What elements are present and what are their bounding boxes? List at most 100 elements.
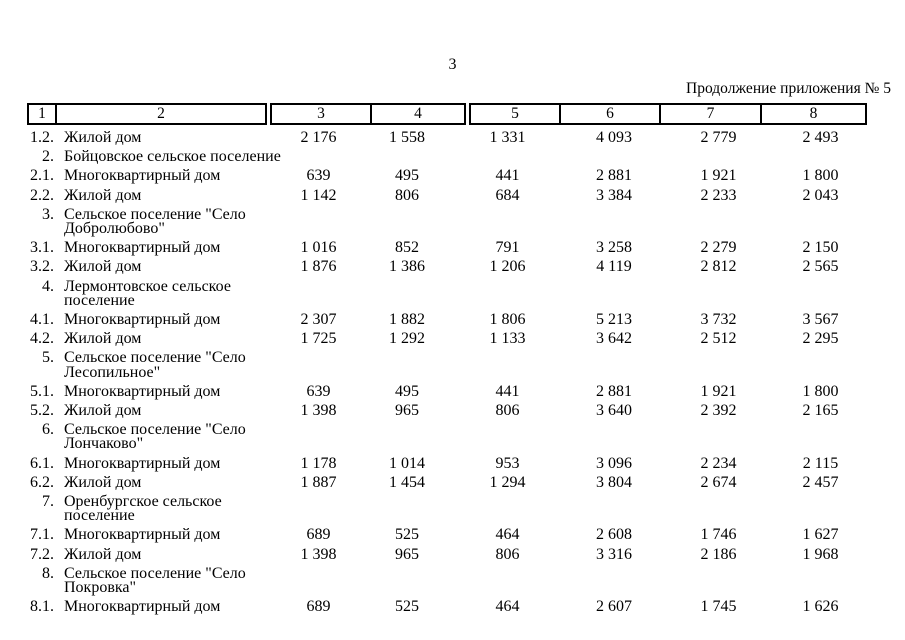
value-cell	[770, 150, 877, 164]
row-number-cell: 7.	[42, 493, 54, 511]
value-cell: 464	[495, 598, 520, 616]
value-cell: 1 745	[700, 598, 737, 616]
value-cell: 1 142	[300, 186, 337, 204]
value-cell	[667, 423, 770, 451]
value-cell: 806	[495, 545, 520, 563]
value-cell: 2 115	[802, 454, 839, 472]
table-row: 2.2. Жилой дом 1 142 806 684 3 384 2 233 2 043	[27, 184, 877, 203]
value-cell: 3 384	[596, 186, 632, 204]
value-cell: 2 307	[300, 311, 337, 329]
row-name-cell: Оренбургское сельское поселение	[64, 493, 222, 525]
value-cell: 2 881	[596, 167, 632, 185]
row-name-cell: Многоквартирный дом	[64, 239, 221, 257]
table-row: 6.1. Многоквартирный дом 1 178 1 014 953 3 09…	[27, 452, 877, 471]
value-cell	[565, 351, 667, 379]
value-cell: 3 640	[596, 402, 632, 420]
value-cell	[374, 567, 470, 595]
header-cell-8: 8	[760, 103, 867, 125]
value-cell	[374, 208, 470, 236]
value-cell: 1 921	[700, 382, 737, 400]
value-cell	[269, 150, 374, 164]
value-cell: 639	[306, 167, 331, 185]
value-cell: 441	[495, 382, 520, 400]
table-row: 2.1. Многоквартирный дом 639 495 441 2 881 1 9…	[27, 164, 877, 185]
value-cell	[470, 495, 565, 523]
value-cell: 2 457	[802, 473, 839, 491]
value-cell: 2 779	[700, 129, 737, 146]
header-cell-3: 3	[270, 103, 372, 125]
row-number-cell: 6.1.	[30, 454, 54, 472]
value-cell	[269, 423, 374, 451]
value-cell: 2 608	[596, 526, 632, 544]
header-cell-4: 4	[370, 103, 466, 125]
value-cell: 2 186	[700, 545, 737, 563]
table-row: 4.1. Многоквартирный дом 2 307 1 882 1 806 5 …	[27, 308, 877, 327]
value-cell: 1 014	[389, 454, 425, 472]
row-number-cell: 5.1.	[30, 382, 54, 400]
value-cell	[374, 351, 470, 379]
value-cell: 2 607	[596, 598, 632, 616]
value-cell: 1 876	[300, 258, 337, 276]
value-cell: 639	[306, 382, 331, 400]
value-cell	[565, 208, 667, 236]
value-cell: 689	[306, 598, 331, 616]
value-cell: 1 725	[300, 330, 337, 348]
value-cell	[565, 567, 667, 595]
value-cell: 2 150	[802, 239, 839, 257]
value-cell	[770, 280, 877, 308]
value-cell: 1 454	[389, 473, 425, 491]
header-cell-6: 6	[559, 103, 661, 125]
value-cell: 495	[395, 167, 419, 185]
row-number-cell: 1.2.	[30, 129, 54, 146]
value-cell: 2 674	[700, 473, 737, 491]
value-cell: 2 233	[700, 186, 737, 204]
table-row: 3. Сельское поселение "Село Добролюбово"	[27, 203, 877, 236]
value-cell	[269, 208, 374, 236]
row-number-cell: 4.2.	[30, 330, 54, 348]
row-number-cell: 6.2.	[30, 473, 54, 491]
value-cell: 2 043	[802, 186, 839, 204]
value-cell: 1 746	[700, 526, 737, 544]
value-cell	[667, 208, 770, 236]
value-cell: 689	[306, 526, 331, 544]
value-cell: 1 292	[389, 330, 425, 348]
row-number-cell: 5.	[42, 349, 54, 367]
value-cell	[667, 567, 770, 595]
value-cell: 2 512	[700, 330, 737, 348]
value-cell	[470, 351, 565, 379]
value-cell	[667, 351, 770, 379]
value-cell	[667, 280, 770, 308]
value-cell: 791	[495, 239, 520, 257]
value-cell: 5 213	[596, 311, 632, 329]
value-cell	[269, 280, 374, 308]
header-cell-2: 2	[55, 103, 267, 125]
table-row: 8. Сельское поселение "Село Покровка"	[27, 562, 877, 595]
value-cell	[770, 567, 877, 595]
value-cell	[470, 150, 565, 164]
value-cell: 1 294	[489, 473, 526, 491]
value-cell: 2 279	[700, 239, 737, 257]
value-cell: 1 133	[489, 330, 526, 348]
value-cell	[374, 423, 470, 451]
row-name-cell: Сельское поселение "Село Лончаково"	[64, 421, 246, 453]
table-body: 1.2. Жилой дом 2 176 1 558 1 331 4 093 2 779 2 …	[27, 126, 877, 616]
value-cell	[470, 208, 565, 236]
value-cell: 4 119	[596, 258, 632, 276]
row-name-cell: Бойцовское сельское поселение	[64, 148, 281, 166]
value-cell: 464	[495, 526, 520, 544]
value-cell: 1 921	[700, 167, 737, 185]
value-cell: 3 567	[802, 311, 839, 329]
row-name-cell: Многоквартирный дом	[64, 167, 221, 185]
row-name-cell: Сельское поселение "Село Покровка"	[64, 564, 246, 597]
row-number-cell: 3.1.	[30, 239, 54, 257]
value-cell: 1 016	[300, 239, 337, 257]
row-name-cell: Многоквартирный дом	[64, 382, 221, 400]
value-cell: 953	[495, 454, 520, 472]
header-cell-1: 1	[27, 103, 57, 125]
value-cell: 1 887	[300, 473, 337, 491]
value-cell: 2 493	[802, 129, 839, 146]
row-name-cell: Многоквартирный дом	[64, 526, 221, 544]
value-cell	[565, 150, 667, 164]
value-cell: 1 806	[489, 311, 526, 329]
value-cell	[565, 423, 667, 451]
